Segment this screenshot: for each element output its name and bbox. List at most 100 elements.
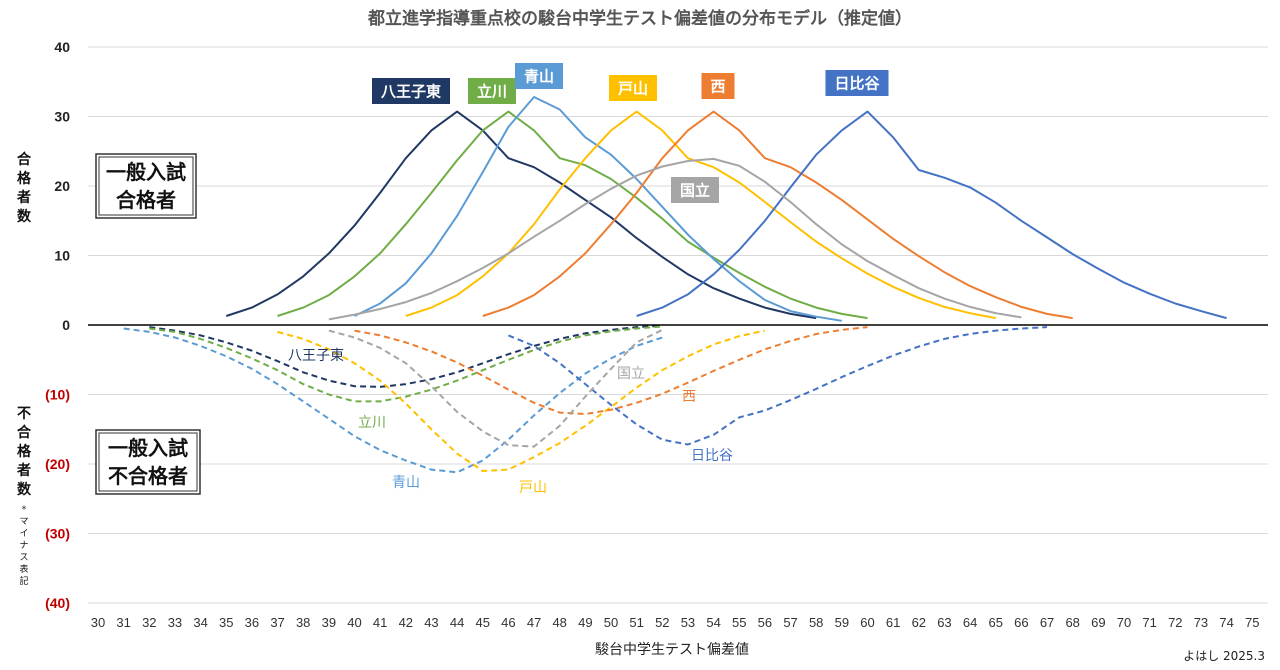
x-tick-label: 45: [476, 615, 490, 630]
series-line-pass: [354, 96, 842, 322]
x-tick-label: 42: [399, 615, 413, 630]
series-line-fail: [123, 327, 663, 474]
x-axis-title: 駿台中学生テスト偏差値: [595, 642, 749, 658]
x-tick-label: 72: [1168, 615, 1182, 630]
vertical-char: ナ: [19, 540, 28, 551]
series-tag-box: [468, 78, 516, 104]
x-tick-label: 60: [860, 615, 874, 630]
vertical-char: *: [22, 505, 27, 515]
series-tag-label: 国立: [680, 182, 710, 200]
vertical-char: 記: [19, 575, 28, 587]
x-tick-label: 48: [552, 615, 566, 630]
x-tick-label: 73: [1194, 615, 1208, 630]
series-line-fail: [149, 325, 663, 403]
series-line-fail: [277, 329, 766, 472]
x-tick-label: 56: [758, 615, 772, 630]
series-line-pass: [328, 157, 1022, 321]
x-tick-label: 37: [270, 615, 284, 630]
series-line-fail: [149, 324, 663, 388]
pass-box-line1: 一般入試: [106, 160, 186, 184]
series-tag-box: [515, 63, 563, 89]
fail-series-label: 八王子東: [288, 348, 344, 364]
vertical-char: 数: [17, 208, 32, 225]
x-tick-label: 54: [706, 615, 720, 630]
x-tick-label: 70: [1117, 615, 1131, 630]
series-line-pass: [225, 110, 817, 320]
y-tick-label: 30: [54, 109, 70, 125]
series-tag-box: [609, 75, 657, 101]
x-tick-label: 43: [424, 615, 438, 630]
series-line-fail: [354, 326, 868, 415]
series-line-fail: [508, 326, 1048, 446]
fail-box-line2: 不合格者: [108, 464, 188, 488]
series-tag-box: [825, 70, 889, 96]
x-tick-label: 50: [604, 615, 618, 630]
chart-title: 都立進学指導重点校の駿台中学生テスト偏差値の分布モデル（推定値）: [367, 8, 912, 29]
fail-series-label: 国立: [617, 366, 645, 382]
x-tick-label: 55: [732, 615, 746, 630]
x-tick-label: 35: [219, 615, 233, 630]
fail-box: 一般入試 不合格者: [95, 429, 201, 495]
x-tick-label: 33: [168, 615, 182, 630]
vertical-char: 者: [17, 463, 31, 479]
y-tick-label: 0: [62, 317, 70, 333]
vertical-char: 合: [17, 424, 32, 441]
vertical-char: イ: [19, 529, 28, 539]
series-line-fail: [328, 329, 663, 448]
vertical-char: ス: [19, 553, 28, 563]
x-tick-label: 32: [142, 615, 156, 630]
series-tag-label: 戸山: [618, 80, 648, 98]
x-tick-label: 31: [116, 615, 130, 630]
x-tick-label: 63: [937, 615, 951, 630]
vertical-char: マ: [19, 517, 28, 527]
x-tick-label: 46: [501, 615, 515, 630]
pass-box: 一般入試 合格者: [95, 153, 197, 219]
series-line-pass: [482, 110, 1073, 320]
x-tick-label: 58: [809, 615, 823, 630]
x-tick-label: 74: [1219, 615, 1233, 630]
y-tick-label: (30): [45, 526, 70, 542]
x-tick-label: 44: [450, 615, 464, 630]
series-tag-box: [671, 177, 719, 203]
series-tag-label: 西: [710, 78, 725, 96]
x-tick-label: 69: [1091, 615, 1105, 630]
y-tick-label: (20): [45, 456, 70, 472]
series-tag-label: 日比谷: [834, 75, 880, 93]
y-tick-label: 20: [54, 178, 70, 194]
vertical-char: 合: [17, 151, 32, 168]
x-tick-label: 57: [783, 615, 797, 630]
x-tick-label: 62: [912, 615, 926, 630]
x-tick-label: 67: [1040, 615, 1054, 630]
series-tag-label: 青山: [524, 68, 554, 86]
x-tick-label: 51: [629, 615, 643, 630]
x-tick-label: 39: [322, 615, 336, 630]
vertical-char: 格: [17, 170, 32, 187]
fail-series-label: 立川: [358, 415, 386, 431]
y-tick-label: 40: [54, 39, 70, 55]
x-tick-labels: 30 31 32 33 34 35 36 37 38 39 40 41 42 43 44 45 46 47 48 49…: [91, 615, 1260, 630]
fail-series-label: 青山: [392, 475, 420, 491]
x-tick-label: 47: [527, 615, 541, 630]
fail-series-label: 日比谷: [691, 448, 733, 464]
y-tick-label: (10): [45, 387, 70, 403]
x-tick-label: 53: [681, 615, 695, 630]
x-tick-label: 61: [886, 615, 900, 630]
x-tick-label: 38: [296, 615, 310, 630]
fail-series-label: 戸山: [519, 480, 547, 496]
pass-box-line2: 合格者: [116, 188, 176, 212]
x-tick-label: 64: [963, 615, 977, 630]
series-tag-box: [701, 73, 735, 99]
fail-series-label: 西: [682, 389, 696, 405]
x-tick-label: 59: [835, 615, 849, 630]
vertical-char: 格: [17, 443, 32, 460]
x-tick-label: 36: [245, 615, 259, 630]
series-tag-label: 立川: [477, 83, 507, 101]
x-tick-label: 66: [1014, 615, 1028, 630]
fail-box-line1: 一般入試: [108, 436, 188, 460]
